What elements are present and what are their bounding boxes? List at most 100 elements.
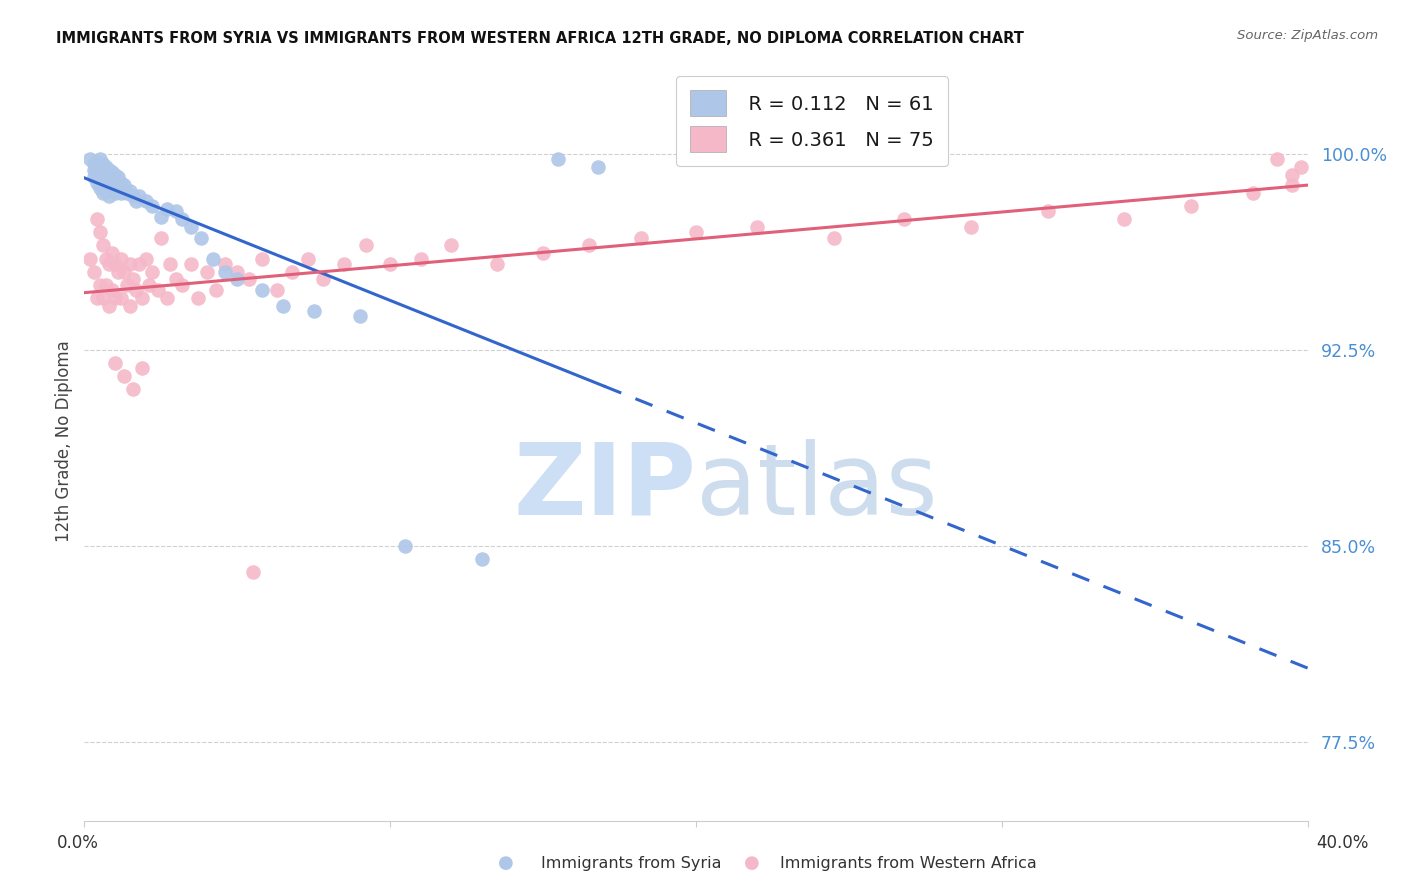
Point <box>107 264 129 278</box>
Point <box>83 162 105 177</box>
Point <box>349 309 371 323</box>
Point <box>312 272 335 286</box>
Point <box>195 264 218 278</box>
Point <box>115 186 138 201</box>
Text: ZIP: ZIP <box>513 439 696 535</box>
Point <box>94 160 117 174</box>
Point <box>91 165 114 179</box>
Point <box>101 283 124 297</box>
Point <box>131 361 153 376</box>
Point <box>86 170 108 185</box>
Point <box>1281 168 1303 182</box>
Point <box>79 152 101 166</box>
Point <box>190 230 212 244</box>
Point <box>250 283 273 297</box>
Text: 40.0%: 40.0% <box>1316 834 1369 852</box>
Point <box>128 257 150 271</box>
Point <box>156 202 179 216</box>
Point <box>110 252 132 266</box>
Point <box>149 230 172 244</box>
Point <box>893 212 915 227</box>
Point <box>107 170 129 185</box>
Point <box>91 238 114 252</box>
Point <box>89 226 111 240</box>
Point <box>531 246 554 260</box>
Point <box>115 277 138 292</box>
Point <box>486 257 509 271</box>
Point <box>97 162 120 177</box>
Point <box>1180 199 1202 213</box>
Text: IMMIGRANTS FROM SYRIA VS IMMIGRANTS FROM WESTERN AFRICA 12TH GRADE, NO DIPLOMA C: IMMIGRANTS FROM SYRIA VS IMMIGRANTS FROM… <box>56 31 1024 46</box>
Point <box>685 226 707 240</box>
Text: Immigrants from Syria: Immigrants from Syria <box>541 856 721 871</box>
Point <box>266 283 288 297</box>
Point <box>112 369 135 384</box>
Point <box>97 188 120 202</box>
Point <box>141 264 163 278</box>
Point <box>250 252 273 266</box>
Point <box>104 186 127 201</box>
Point <box>120 184 142 198</box>
Point <box>186 291 208 305</box>
Point <box>91 170 114 185</box>
Point <box>112 178 135 193</box>
Point <box>165 204 187 219</box>
Point <box>101 246 124 260</box>
Point <box>110 176 132 190</box>
Text: ●: ● <box>744 855 761 872</box>
Point <box>354 238 377 252</box>
Point <box>101 184 124 198</box>
Point <box>122 272 145 286</box>
Point <box>86 176 108 190</box>
Point <box>110 291 132 305</box>
Point <box>1114 212 1136 227</box>
Point <box>122 382 145 396</box>
Y-axis label: 12th Grade, No Diploma: 12th Grade, No Diploma <box>55 341 73 542</box>
Text: Source: ZipAtlas.com: Source: ZipAtlas.com <box>1237 29 1378 42</box>
Point <box>89 173 111 187</box>
Point <box>135 194 157 208</box>
Point <box>823 230 845 244</box>
Point <box>131 291 153 305</box>
Point <box>380 257 402 271</box>
Point <box>110 186 132 201</box>
Point <box>104 356 127 370</box>
Point <box>214 264 236 278</box>
Text: atlas: atlas <box>696 439 938 535</box>
Point <box>83 157 105 171</box>
Point <box>94 252 117 266</box>
Point <box>394 539 416 553</box>
Point <box>94 184 117 198</box>
Point <box>302 303 325 318</box>
Point <box>79 252 101 266</box>
Point <box>1036 204 1059 219</box>
Point <box>960 220 983 235</box>
Point <box>94 168 117 182</box>
Point <box>180 220 202 235</box>
Point <box>214 257 236 271</box>
Point <box>86 162 108 177</box>
Point <box>104 257 127 271</box>
Point <box>94 277 117 292</box>
Point <box>146 283 169 297</box>
Point <box>91 186 114 201</box>
Point <box>297 252 319 266</box>
Point <box>242 566 264 580</box>
Point <box>120 299 142 313</box>
Point <box>440 238 463 252</box>
Point <box>141 199 163 213</box>
Point <box>165 272 187 286</box>
Point <box>104 168 127 182</box>
Point <box>91 157 114 171</box>
Point <box>128 188 150 202</box>
Point <box>83 264 105 278</box>
Point <box>1291 160 1313 174</box>
Point <box>89 181 111 195</box>
Point <box>471 552 494 566</box>
Point <box>226 272 249 286</box>
Point <box>125 283 148 297</box>
Point <box>104 176 127 190</box>
Point <box>97 299 120 313</box>
Point <box>125 194 148 208</box>
Point <box>97 178 120 193</box>
